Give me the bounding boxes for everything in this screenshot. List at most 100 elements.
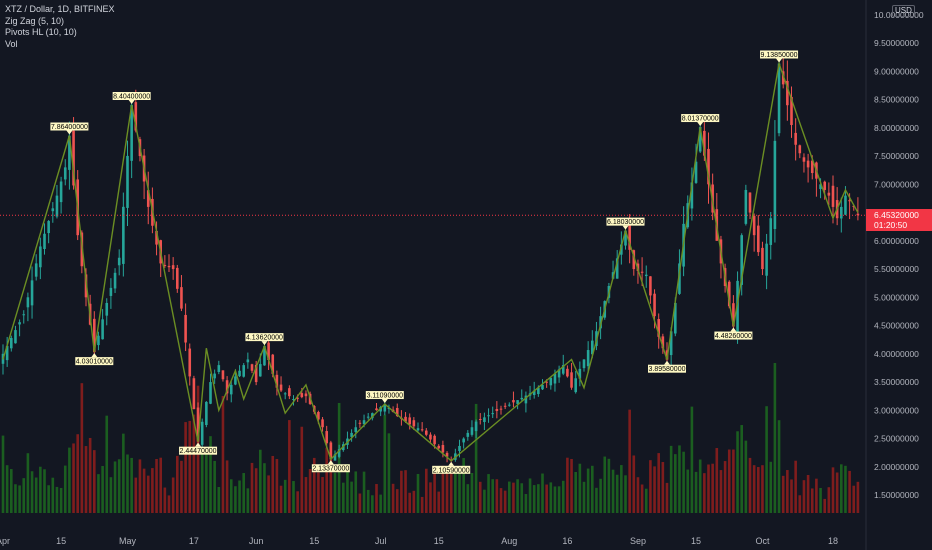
volume-bar [209, 436, 212, 513]
time-axis[interactable]: Apr 15 May 17 Jun 15 Jul 15 Aug 16 Sep 15 Oct 18 [0, 536, 838, 546]
last-price-tag: 6.45320000 01:20:50 [866, 209, 932, 232]
volume-bar [22, 478, 26, 513]
candle-body [620, 244, 623, 255]
candle-body [578, 368, 582, 379]
volume-bar [34, 477, 38, 513]
candle-body [437, 445, 441, 449]
volume-bar [624, 475, 627, 513]
candle-body [383, 404, 387, 412]
volume-bar [109, 477, 113, 513]
time-tick-label: May [119, 536, 137, 546]
pivot-label: 4.48260000 [714, 327, 753, 340]
candle-body [22, 314, 26, 316]
volume-bar [391, 483, 395, 513]
volume-bar [68, 447, 71, 513]
volume-bar [275, 459, 279, 513]
volume-bar [441, 465, 445, 513]
candle-body [806, 160, 810, 168]
candle-body [773, 140, 777, 229]
candle-body [366, 416, 370, 418]
volume-bar [723, 461, 727, 513]
candle-body [18, 322, 21, 325]
volume-bar [184, 422, 187, 513]
currency-button[interactable]: USD [892, 5, 915, 17]
pivot-pointer [776, 58, 783, 63]
zigzag-indicator [2, 60, 859, 462]
candle-body [59, 181, 63, 203]
candle-body [698, 127, 702, 152]
candle-body [39, 246, 42, 268]
volume-bar [404, 470, 407, 513]
candle-body [358, 422, 362, 424]
candle-body [97, 335, 100, 346]
volume-bar [487, 474, 490, 513]
volume-bars [1, 363, 860, 513]
candle-body [827, 192, 831, 196]
candle-body [458, 445, 461, 451]
volume-bar [744, 440, 748, 513]
candle-body [669, 331, 673, 356]
candle-body [10, 337, 13, 349]
volume-bar [88, 437, 92, 513]
candle-body [657, 319, 660, 337]
pivot-label-text: 3.11090000 [367, 393, 404, 400]
candle-body [503, 405, 507, 407]
volume-bar [271, 455, 275, 513]
volume-bar [595, 487, 598, 513]
candle-body [740, 235, 743, 285]
volume-bar [151, 468, 154, 513]
volume-bar [84, 446, 88, 513]
pivot-label-box [112, 91, 151, 100]
volume-bar [599, 478, 602, 513]
volume-bar [416, 473, 420, 513]
pivot-pointer [622, 225, 629, 230]
candle-body [769, 218, 773, 245]
candle-body [628, 225, 631, 250]
volume-bar [682, 451, 685, 513]
volume-bar [97, 474, 100, 513]
candle-body [802, 157, 806, 162]
candle-body [856, 213, 860, 216]
candle-body [321, 419, 324, 428]
candle-body [221, 370, 225, 380]
volume-bar [454, 468, 457, 513]
price-axis[interactable]: 10.00000000 9.50000000 9.00000000 8.5000000… [865, 0, 924, 550]
candle-body [196, 407, 200, 442]
volume-legend[interactable]: Vol [5, 38, 18, 49]
volume-bar [794, 460, 797, 513]
candle-body [649, 276, 652, 296]
time-tick-label: Jul [375, 536, 387, 546]
candle-body [703, 130, 706, 156]
pivot-label-text: 4.13620000 [246, 335, 283, 342]
pivot-label-box [245, 333, 284, 342]
volume-bar [200, 449, 204, 513]
candle-body [840, 206, 843, 219]
volume-bar [694, 471, 698, 513]
volume-bar [690, 406, 694, 513]
candle-body [238, 370, 241, 377]
pivot-label-text: 3.89580000 [649, 366, 686, 373]
candle-body [225, 380, 229, 394]
volume-bar [711, 463, 714, 513]
pivot-pointer [664, 360, 670, 365]
pivot-label: 2.44470000 [179, 442, 218, 455]
candle-body [541, 384, 544, 390]
price-tick-label: 3.00000000 [874, 405, 919, 415]
candle-body [246, 359, 250, 363]
candle-body [516, 400, 519, 404]
volume-bar [387, 433, 391, 513]
pivot-pointer [261, 341, 268, 346]
volume-bar [283, 479, 287, 513]
symbol-title[interactable]: XTZ / Dollar, 1D, BITFINEX [5, 4, 115, 14]
volume-bar [574, 471, 577, 513]
volume-bar [408, 492, 411, 513]
pivots-legend[interactable]: Pivots HL (10, 10) [5, 27, 77, 37]
volume-bar [802, 480, 806, 513]
candle-body [478, 418, 482, 420]
zigzag-legend[interactable]: Zig Zag (5, 10) [5, 15, 65, 26]
volume-bar [412, 490, 416, 513]
candle-body [433, 435, 436, 445]
pivot-label: 7.86400000 [50, 122, 89, 135]
